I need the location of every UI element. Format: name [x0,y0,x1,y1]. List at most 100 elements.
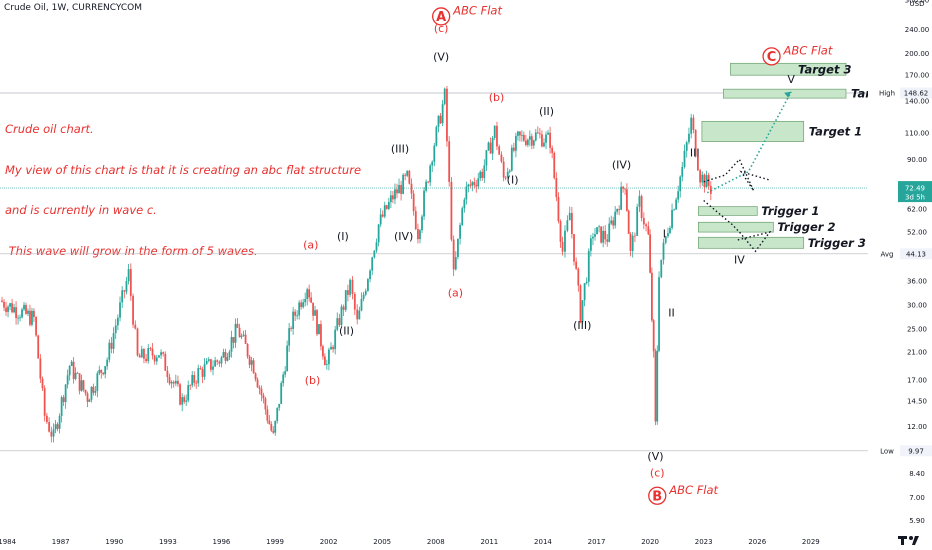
candle-body [500,154,503,162]
time-axis[interactable]: 1984 1987 1990 1993 1996 1999 2002 2005 2008 2011… [0,538,820,546]
candle-body [581,300,584,323]
candle-body [541,134,543,147]
abc-marker-title: ABC Flat [668,483,718,497]
candle-body [207,359,210,361]
candle-body [240,335,243,338]
candle-body [618,209,621,210]
candle-body [575,261,578,269]
candle-body [298,302,301,316]
tradingview-logo-icon[interactable] [898,534,926,546]
candle-body [60,397,63,417]
candle-body [39,358,42,379]
candle-body [323,356,326,366]
candle-body [570,212,573,235]
candle-body [96,373,99,391]
price-value-low: 9.97 [908,447,924,455]
price-axis[interactable]: USD 5.90 7.00 8.40 12.00 14.50 17.00 21.00 25.0… [868,0,932,550]
candle-body [272,430,275,433]
price-tag-high: High [879,90,895,98]
candle-body [606,239,609,242]
zone-target-3 [730,62,847,76]
candle-body [694,129,697,157]
candle-body [162,352,165,354]
candle-body [524,140,527,145]
candle-body [515,135,517,151]
candle-body [258,387,261,389]
candle-body [5,307,7,312]
candle-body [367,279,369,291]
price-axis-bg [868,0,932,550]
candle-body [224,351,227,361]
candle-body [465,186,468,200]
candle-body [264,398,267,410]
candle-body [473,182,476,185]
time-tick-label: 2014 [534,538,552,546]
candle-body [673,209,675,211]
candle-body [262,395,265,399]
candle-body [316,310,318,335]
candle-body [280,383,283,404]
candle-body [64,384,67,403]
candle-body [631,235,634,251]
candle-body [296,315,299,317]
candle-body [242,334,245,336]
candle-body [600,226,603,243]
candle-body [549,132,551,148]
price-tick-label: 170.00 [905,72,930,80]
candle-body [489,142,492,154]
candle-body [29,310,31,325]
candle-body [274,420,277,433]
candle-body [652,320,655,352]
candle-body [129,269,132,296]
candle-body [332,346,334,350]
candle-body [256,379,259,388]
price-value-avg: 44.13 [906,250,926,258]
candle-body [222,351,225,358]
candle-body [419,230,421,240]
candle-body [48,422,51,432]
candle-body [517,131,519,136]
candle-body [37,335,40,359]
wave-label: (I) [507,174,519,187]
candle-body [312,302,314,316]
zone-trigger-1 [697,206,758,216]
candle-body [356,309,359,320]
candle-body [671,209,673,228]
candle-body [347,290,349,295]
candle-body [622,186,625,189]
price-tick-label: 240.00 [905,26,930,34]
candle-body [381,214,384,217]
candle-body [429,165,432,183]
candle-body [371,257,374,271]
candle-body [439,115,442,124]
time-tick-label: 1984 [0,538,17,546]
candle-body [320,324,322,347]
candle-body [187,385,190,401]
candle-body [656,350,659,422]
price-tick-label: 5.90 [909,517,925,525]
candle-body [234,323,237,343]
wave-label: (II) [339,324,354,337]
candle-body [408,170,411,184]
candle-body [314,310,316,316]
candle-body [634,235,636,237]
candle-body [437,115,440,127]
candle-body [398,185,400,194]
candle-body [268,420,271,425]
candle-body [660,259,663,278]
candle-body [56,424,59,429]
candle-body [375,242,378,251]
time-tick-label: 2026 [748,538,766,546]
candle-body [559,221,562,242]
candle-body [254,373,257,380]
candle-body [108,342,111,360]
zone-label: Target 3 [798,62,851,76]
candle-body [328,349,330,365]
candle-body [685,142,688,151]
candle-body [220,357,223,364]
candle-body [452,239,455,270]
candle-body [446,88,448,142]
candle-body [640,196,643,218]
candle-body [521,134,523,136]
